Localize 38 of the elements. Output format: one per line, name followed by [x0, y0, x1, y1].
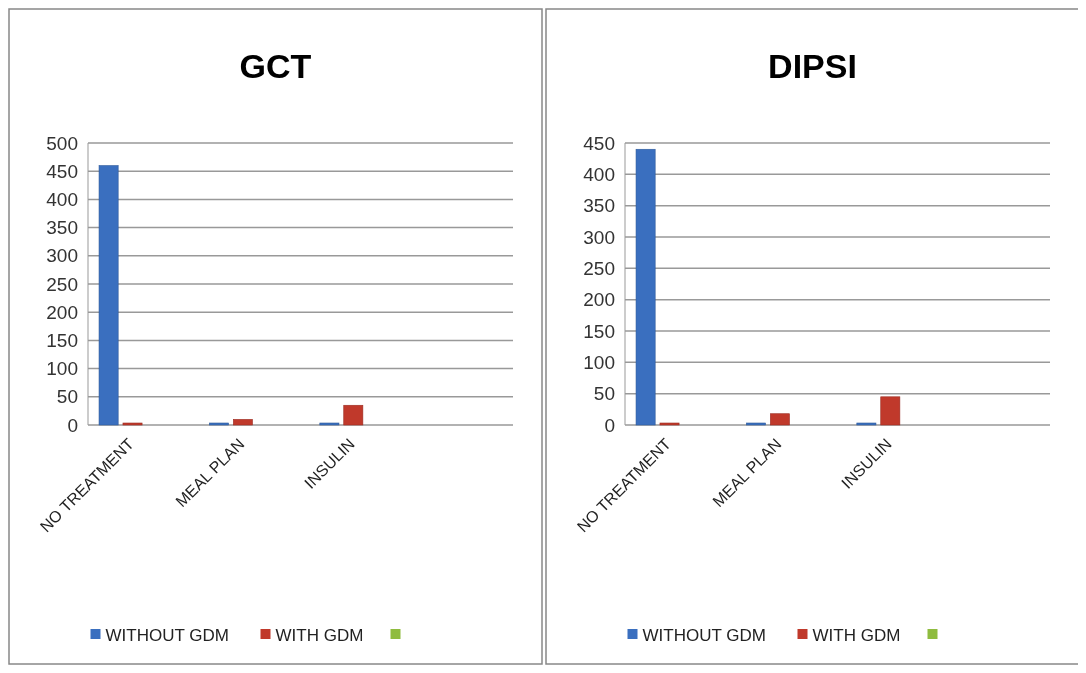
legend-label: WITH GDM	[812, 625, 901, 645]
bar	[746, 422, 766, 426]
y-tick-label: 200	[46, 301, 78, 323]
y-tick-label: 150	[583, 320, 615, 342]
y-tick-label: 450	[46, 160, 78, 182]
bar	[635, 148, 656, 426]
bar	[770, 413, 790, 426]
y-tick-label: 100	[46, 358, 78, 380]
y-tick-label: 150	[46, 330, 78, 352]
bar	[856, 422, 877, 426]
bar	[659, 422, 680, 426]
bar	[98, 165, 119, 426]
y-tick-label: 400	[46, 189, 78, 211]
y-tick-label: 300	[46, 245, 78, 267]
y-tick-label: 0	[604, 414, 615, 436]
y-tick-label: 50	[56, 386, 78, 408]
y-tick-label: 350	[583, 195, 615, 217]
y-tick-label: 100	[583, 351, 615, 373]
y-tick-label: 250	[46, 273, 78, 295]
bar	[319, 422, 340, 426]
y-tick-label: 450	[583, 132, 615, 154]
y-tick-label: 200	[583, 289, 615, 311]
y-tick-label: 250	[583, 257, 615, 279]
y-tick-label: 300	[583, 226, 615, 248]
y-tick-label: 400	[583, 163, 615, 185]
y-tick-label: 50	[593, 383, 615, 405]
bar	[880, 396, 901, 426]
y-tick-label: 350	[46, 217, 78, 239]
chart-title: GCT	[239, 47, 312, 85]
bar	[343, 404, 364, 426]
legend-label: WITHOUT GDM	[105, 625, 229, 645]
legend-label: WITHOUT GDM	[642, 625, 766, 645]
bar	[122, 422, 143, 426]
bar	[209, 422, 229, 426]
legend-label: WITH GDM	[275, 625, 364, 645]
chart-title: DIPSI	[768, 47, 857, 85]
y-tick-label: 500	[46, 132, 78, 154]
y-tick-label: 0	[67, 414, 78, 436]
